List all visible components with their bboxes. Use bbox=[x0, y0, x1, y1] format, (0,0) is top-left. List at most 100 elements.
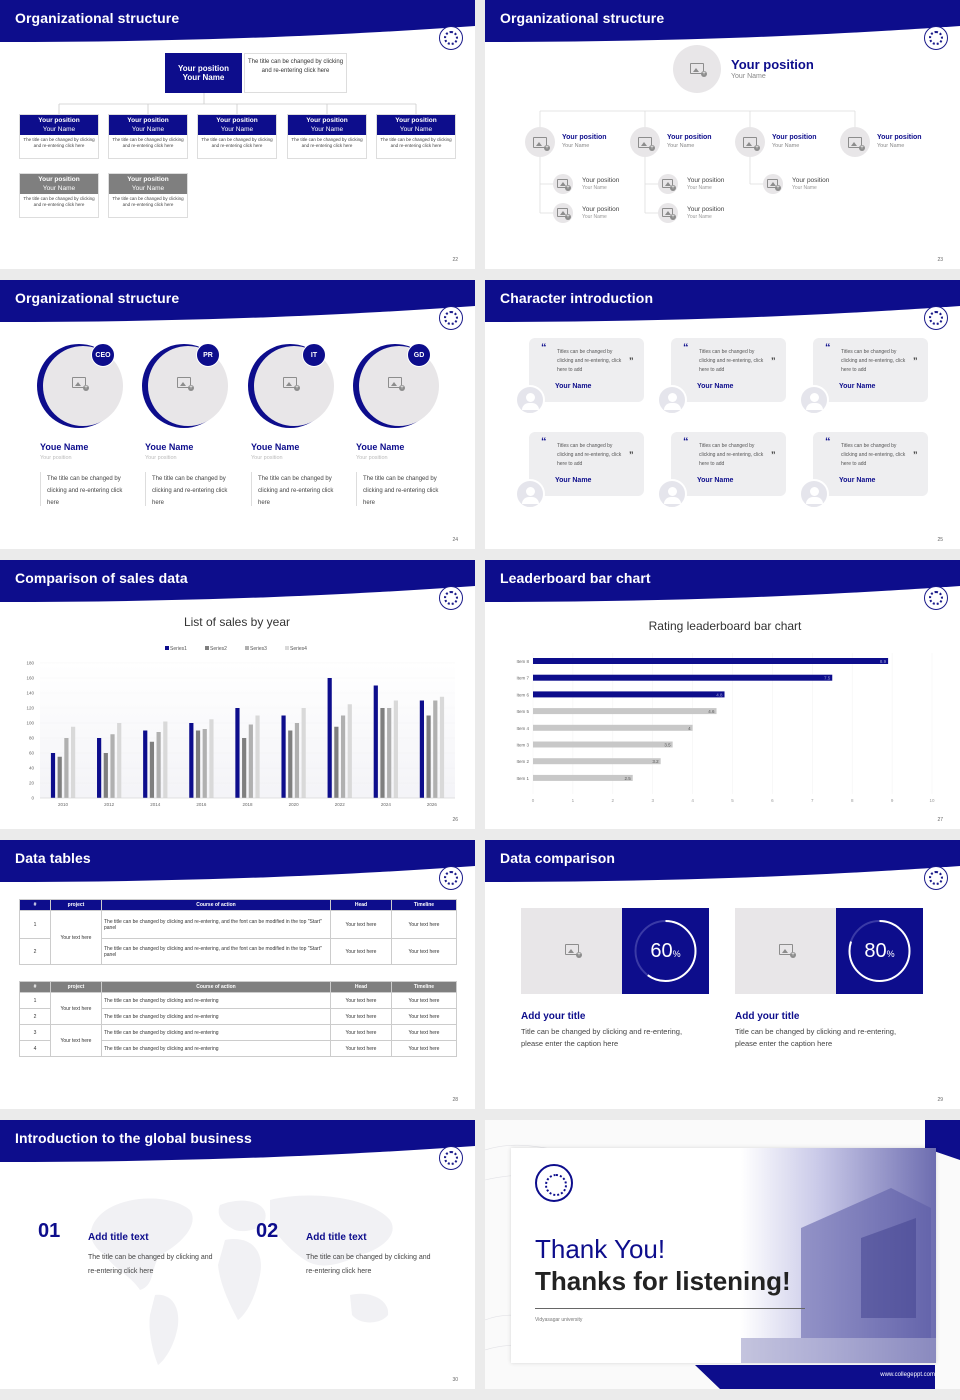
bar bbox=[248, 724, 253, 798]
bar bbox=[195, 730, 201, 798]
table-row[interactable]: 2 The title can be changed by clicking a… bbox=[19, 938, 457, 965]
person-icon-body bbox=[522, 497, 539, 504]
bar bbox=[149, 741, 155, 798]
table-row[interactable]: 2 The title can be changed by clicking a… bbox=[19, 1008, 457, 1025]
slide-title: Introduction to the global business bbox=[15, 1130, 252, 1146]
sub-avatar[interactable] bbox=[763, 174, 783, 194]
x-tick-label: 7 bbox=[811, 798, 814, 803]
person-name: Youe Name bbox=[356, 442, 405, 452]
character-card[interactable]: “ Titles can be changed by clicking and r… bbox=[813, 432, 928, 496]
x-tick-label: 0 bbox=[532, 798, 535, 803]
person-position: Your position bbox=[356, 455, 388, 461]
x-tick-label: 2026 bbox=[427, 802, 438, 807]
page-number: 27 bbox=[937, 817, 943, 823]
org-box[interactable]: Your position Your Name The title can be c… bbox=[197, 114, 277, 159]
head-avatar[interactable] bbox=[525, 127, 555, 157]
head-avatar[interactable] bbox=[735, 127, 765, 157]
cell-project: Your text here bbox=[50, 910, 102, 965]
bar bbox=[156, 732, 161, 798]
university-name: Vidyasagar university bbox=[535, 1317, 583, 1323]
top-avatar[interactable] bbox=[673, 45, 721, 93]
person-icon-body bbox=[522, 403, 539, 410]
x-tick-label: 2022 bbox=[335, 802, 346, 807]
table-row[interactable]: 3 Your text here The title can be change… bbox=[19, 1024, 457, 1057]
quote-close-icon: ” bbox=[629, 450, 634, 460]
bar bbox=[426, 715, 431, 798]
character-card[interactable]: “ Titles can be changed by clicking and r… bbox=[529, 338, 644, 402]
bar bbox=[202, 729, 207, 798]
quote-text: Titles can be changed by clicking and re… bbox=[699, 349, 764, 373]
person-position: Your position bbox=[40, 455, 72, 461]
org-position: Your position bbox=[216, 117, 258, 124]
character-card[interactable]: “ Titles can be changed by clicking and r… bbox=[671, 432, 786, 496]
sub-avatar[interactable] bbox=[658, 203, 678, 223]
slide-27: Leaderboard bar chart Rating leaderboard… bbox=[485, 560, 960, 829]
head-avatar[interactable] bbox=[630, 127, 660, 157]
table-row[interactable]: 1 Your text here The title can be change… bbox=[19, 992, 457, 1025]
avatar bbox=[799, 479, 829, 509]
bar bbox=[71, 726, 76, 798]
header-band bbox=[0, 560, 475, 602]
table-row[interactable]: 1 Your text here The title can be change… bbox=[19, 910, 457, 965]
org-box[interactable]: Your position Your Name The title can be c… bbox=[108, 173, 188, 218]
sub-avatar[interactable] bbox=[658, 174, 678, 194]
person-portrait[interactable]: CEO bbox=[37, 343, 127, 434]
legend-swatch bbox=[245, 646, 249, 650]
percent-label: 60% bbox=[622, 940, 709, 963]
person-portrait[interactable]: IT bbox=[248, 343, 338, 434]
avatar bbox=[657, 479, 687, 509]
character-card[interactable]: “ Titles can be changed by clicking and r… bbox=[671, 338, 786, 402]
org-box[interactable]: Your position Your Name The title can be c… bbox=[108, 114, 188, 159]
x-tick-label: 2012 bbox=[104, 802, 115, 807]
head-name: Your Name bbox=[877, 143, 905, 149]
bar bbox=[209, 719, 214, 798]
image-placeholder-icon bbox=[177, 377, 194, 391]
cell-head: Your text here bbox=[330, 910, 392, 939]
image-placeholder-icon bbox=[72, 377, 89, 391]
org-desc: The title can be changed by clicking and… bbox=[201, 137, 273, 148]
percent-label: 80% bbox=[836, 940, 923, 963]
person-portrait[interactable]: GD bbox=[353, 343, 443, 434]
sub-avatar[interactable] bbox=[553, 174, 573, 194]
sub-position: Your position bbox=[582, 177, 620, 184]
character-card[interactable]: “ Titles can be changed by clicking and r… bbox=[529, 432, 644, 496]
org-position: Your position bbox=[395, 117, 437, 124]
character-card[interactable]: “ Titles can be changed by clicking and r… bbox=[813, 338, 928, 402]
item-desc: Title can be changed by clicking and re-… bbox=[521, 1027, 683, 1048]
bar bbox=[347, 704, 352, 798]
page-number: 26 bbox=[452, 817, 458, 823]
org-box[interactable]: Your position Your Name The title can be c… bbox=[287, 114, 367, 159]
org-box[interactable]: Your position Your Name The title can be c… bbox=[376, 114, 456, 159]
cell-head: Your text here bbox=[330, 1024, 392, 1041]
image-placeholder-icon bbox=[557, 179, 571, 191]
org-box-header: Your position Your Name bbox=[20, 115, 98, 135]
website-url[interactable]: www.collegeppt.com bbox=[880, 1372, 935, 1378]
table-row[interactable]: 4 The title can be changed by clicking a… bbox=[19, 1040, 457, 1057]
sub-position: Your position bbox=[792, 177, 830, 184]
sub-avatar[interactable] bbox=[553, 203, 573, 223]
slide-24: Organizational structure CEO Youe Name You… bbox=[0, 280, 475, 549]
person-desc: The title can be changed by clicking and… bbox=[47, 476, 123, 506]
role-badge: IT bbox=[302, 343, 326, 367]
divider bbox=[145, 472, 146, 506]
x-tick-label: 2 bbox=[612, 798, 615, 803]
org-box[interactable]: Your position Your Name The title can be c… bbox=[19, 173, 99, 218]
bar bbox=[281, 715, 286, 798]
person-portrait[interactable]: PR bbox=[142, 343, 232, 434]
top-position-box[interactable]: Your position Your Name bbox=[165, 53, 242, 93]
slide-title: Organizational structure bbox=[500, 10, 665, 26]
y-tick-label: Item 4 bbox=[516, 726, 529, 731]
y-tick-label: 60 bbox=[29, 751, 35, 756]
org-box[interactable]: Your position Your Name The title can be c… bbox=[19, 114, 99, 159]
x-tick-label: 9 bbox=[891, 798, 894, 803]
cell-action: The title can be changed by clicking and… bbox=[101, 1024, 331, 1041]
slide-23: Organizational structure Your position Y… bbox=[485, 0, 960, 269]
cell-timeline: Your text here bbox=[391, 1024, 457, 1041]
head-avatar[interactable] bbox=[840, 127, 870, 157]
data-table-1: # project Course of action Head Timeline… bbox=[19, 899, 457, 965]
image-placeholder[interactable] bbox=[521, 908, 622, 994]
col-header: Timeline bbox=[391, 899, 457, 911]
image-placeholder[interactable] bbox=[735, 908, 836, 994]
image-placeholder-icon bbox=[743, 137, 760, 151]
progress-panel: 60% bbox=[622, 908, 709, 994]
